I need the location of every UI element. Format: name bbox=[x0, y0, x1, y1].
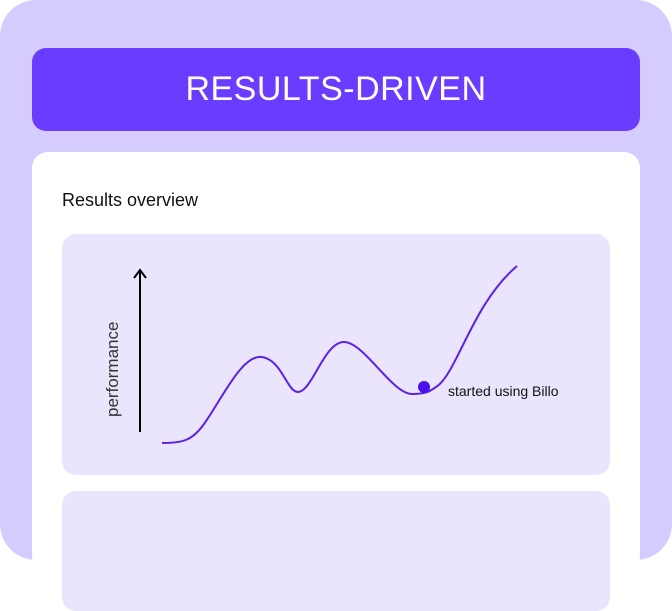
performance-chart-panel: performance started using Billo bbox=[62, 234, 610, 475]
performance-line bbox=[161, 265, 518, 444]
annotation-label: started using Billo bbox=[448, 383, 559, 399]
start-marker bbox=[418, 381, 430, 393]
header-title: RESULTS-DRIVEN bbox=[185, 70, 487, 108]
y-axis-arrow-icon bbox=[133, 268, 147, 279]
secondary-panel bbox=[62, 491, 610, 611]
results-card: Results overview performance started usi… bbox=[32, 152, 640, 611]
performance-chart: performance started using Billo bbox=[103, 265, 559, 444]
header-banner: RESULTS-DRIVEN bbox=[32, 48, 640, 131]
y-axis-label: performance bbox=[103, 322, 122, 417]
card-title: Results overview bbox=[62, 190, 199, 210]
